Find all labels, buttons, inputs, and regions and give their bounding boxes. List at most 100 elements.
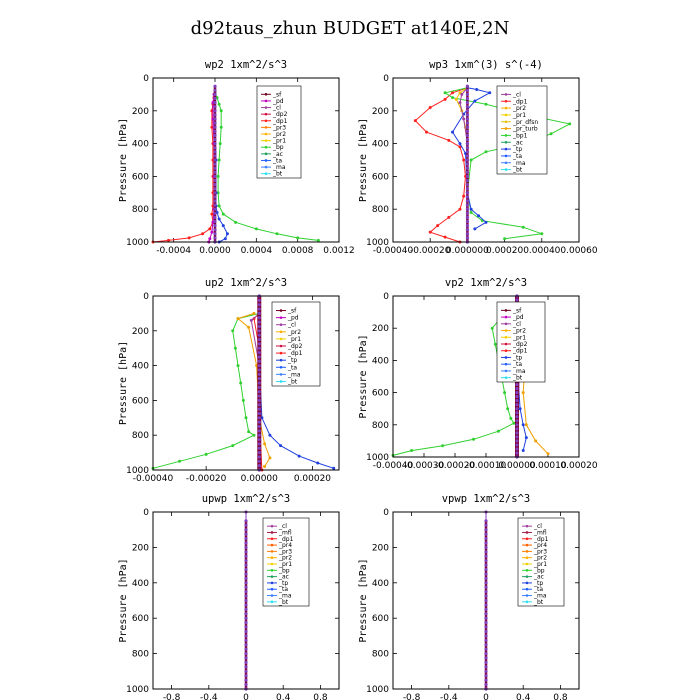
legend-label: _cl [512, 321, 521, 328]
x-tick-label: -0.00020 [435, 461, 476, 471]
legend-marker [525, 562, 529, 566]
legend-marker [270, 569, 274, 572]
legend-marker [264, 145, 268, 149]
legend-marker [504, 342, 508, 346]
series-point-bp [217, 102, 221, 106]
zero-profile-point [465, 191, 469, 195]
zero-profile-point [213, 92, 217, 96]
y-tick-label: 1000 [126, 238, 149, 248]
zero-profile-point [484, 629, 488, 634]
zero-profile-point [465, 96, 469, 101]
y-tick-label: 400 [132, 140, 149, 150]
zero-profile-point [465, 178, 469, 183]
zero-profile-point [465, 199, 469, 203]
zero-profile-point [257, 342, 261, 346]
series-point-ta [279, 444, 283, 448]
series-line-bp [214, 92, 319, 241]
series-point-dp1 [462, 158, 466, 162]
zero-profile-point [515, 427, 519, 431]
legend-label: _pr1 [287, 336, 301, 343]
zero-profile-point [213, 133, 217, 137]
y-tick-label: 200 [132, 327, 149, 337]
series-point-pr1 [252, 311, 256, 315]
zero-profile-point [213, 158, 217, 162]
x-tick-label: 0.00060 [560, 246, 597, 256]
zero-profile-point [244, 590, 248, 594]
legend-marker [264, 159, 268, 162]
legend-label: _bt [512, 167, 523, 174]
y-tick-label: 0 [143, 292, 149, 302]
legend-marker [279, 365, 283, 369]
panel-wp3: wp3 1xm^(3) s^(-4) Pressure [hPa] 0 200 400 6… [358, 59, 598, 256]
series-point-dp1 [167, 238, 170, 242]
zero-profile-point [257, 368, 261, 372]
legend-marker [279, 351, 283, 355]
zero-profile-point [213, 154, 217, 158]
series-point-dp1 [208, 227, 212, 231]
series-point-dp1 [443, 97, 447, 101]
zero-profile-point [465, 170, 469, 174]
zero-profile-point [257, 411, 261, 416]
y-tick-label: 0 [143, 74, 149, 84]
series-point-bp [217, 204, 221, 208]
zero-profile-point [515, 407, 519, 411]
x-tick-label: 0.00020 [486, 246, 523, 256]
zero-profile-point [484, 643, 488, 647]
legend-label: _pr4 [278, 542, 292, 549]
legend-marker [264, 132, 268, 136]
x-tick-label: -0.00010 [466, 461, 507, 471]
zero-profile-point [213, 101, 217, 105]
panel-vpwp: vpwp 1xm^2/s^3 Pressure [hPa] 0 200 400 600 80… [358, 493, 580, 700]
legend-label: _cl [287, 322, 296, 329]
legend-marker [270, 550, 274, 553]
legend-label: _ta [533, 586, 543, 593]
y-tick-label: 400 [372, 579, 389, 589]
zero-profile-point [244, 660, 248, 665]
legend-marker [264, 99, 268, 103]
legend-label: _pr3 [272, 124, 286, 131]
zero-profile-point [213, 228, 217, 232]
legend-marker [525, 556, 529, 559]
zero-profile-point [213, 236, 217, 240]
y-tick-label: 600 [372, 389, 389, 399]
zero-profile-point [213, 187, 217, 191]
panel-title: vpwp 1xm^2/s^3 [442, 493, 531, 505]
zero-profile-point [257, 398, 261, 402]
series-point-bp [316, 238, 320, 242]
zero-profile-point [213, 211, 217, 215]
legend-marker [504, 362, 508, 366]
y-tick-label: 800 [372, 205, 389, 215]
series-point-bp [216, 174, 220, 178]
zero-profile-point [484, 594, 488, 598]
series-point-bp [219, 125, 223, 129]
legend-label: _ta [287, 364, 297, 371]
zero-profile-point [257, 433, 261, 437]
series-line-dp1 [414, 87, 468, 243]
y-tick-label: 800 [132, 431, 149, 441]
zero-profile-point [465, 150, 469, 154]
series-point-ta [524, 436, 528, 440]
zero-profile-point [213, 121, 217, 125]
legend-label: _pr2 [533, 555, 547, 562]
zero-profile-point [244, 665, 248, 669]
zero-profile-point [244, 576, 248, 580]
y-tick-label: 1000 [126, 685, 149, 695]
zero-profile-point [484, 612, 488, 616]
legend-marker [279, 330, 283, 334]
panel-wp2: wp2 1xm^2/s^3 Pressure [hPa] 0 200 400 600 800… [118, 59, 355, 256]
x-tick-label: 0.4 [516, 693, 531, 700]
legend-label: _bp [533, 567, 545, 574]
series-line-dp1 [152, 92, 216, 243]
zero-profile-point [257, 350, 261, 355]
zero-profile-point [213, 113, 217, 117]
series-point-pr1 [268, 456, 272, 460]
y-axis-label: Pressure [hPa] [358, 334, 369, 418]
zero-profile-point [484, 603, 488, 607]
zero-profile-point [213, 170, 217, 174]
zero-profile-point [244, 545, 248, 550]
zero-profile-point [484, 607, 488, 611]
legend-label: _pr_turb [512, 126, 538, 133]
series-point-pd [210, 230, 214, 234]
x-tick-label: 0.00040 [523, 246, 560, 256]
series-point-dp1 [503, 391, 507, 395]
